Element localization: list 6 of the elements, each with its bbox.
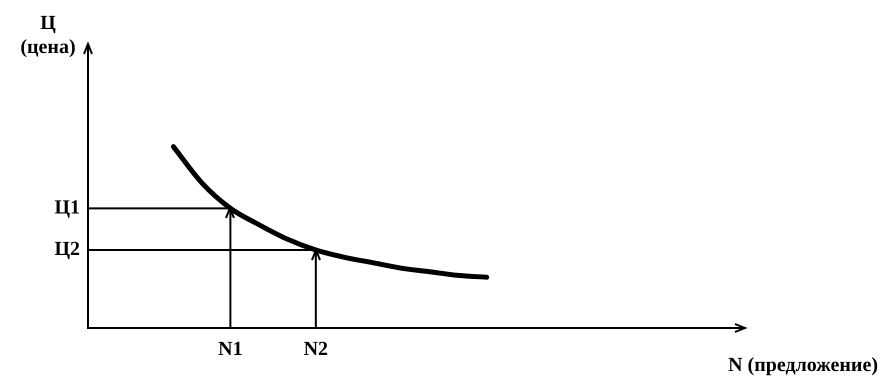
ref-line-label: Ц1 <box>54 196 80 218</box>
x-tick-label: N1 <box>218 338 243 360</box>
x-tick-label: N2 <box>304 338 328 360</box>
ref-line-label: Ц2 <box>54 238 80 260</box>
x-axis-title: N (предложение) <box>728 354 878 376</box>
y-axis-title: Ц (цена) <box>20 12 76 58</box>
